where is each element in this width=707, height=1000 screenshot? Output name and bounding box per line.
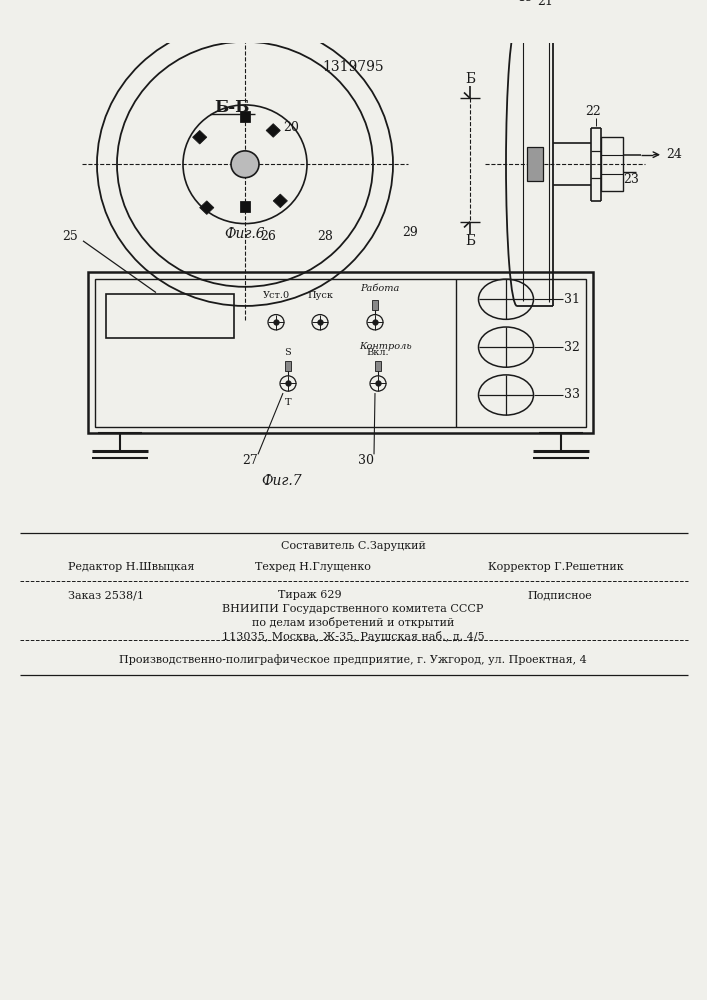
Text: Подписное: Подписное	[527, 590, 592, 600]
Text: 29: 29	[402, 226, 418, 239]
Text: по делам изобретений и открытий: по делам изобретений и открытий	[252, 617, 454, 628]
Text: Производственно-полиграфическое предприятие, г. Ужгород, ул. Проектная, 4: Производственно-полиграфическое предприя…	[119, 654, 587, 665]
Text: S: S	[285, 348, 291, 357]
Text: Редактор Н.Швыцкая: Редактор Н.Швыцкая	[68, 562, 194, 572]
Text: Тираж 629: Тираж 629	[278, 590, 341, 600]
Text: 24: 24	[666, 148, 682, 161]
Text: Фиг.7: Фиг.7	[262, 474, 303, 488]
Text: 21: 21	[537, 0, 553, 8]
Bar	[95, 279, 586, 427]
Bar	[375, 361, 381, 371]
Text: Корректор Г.Решетник: Корректор Г.Решетник	[488, 562, 624, 572]
Text: Б: Б	[465, 72, 475, 86]
Text: Пуск: Пуск	[307, 291, 333, 300]
Text: 26: 26	[260, 230, 276, 243]
Text: 33: 33	[564, 388, 580, 401]
Text: ВНИИПИ Государственного комитета СССР: ВНИИПИ Государственного комитета СССР	[222, 604, 484, 614]
Text: 1319795: 1319795	[322, 60, 384, 74]
Bar	[240, 201, 250, 212]
Text: 25: 25	[62, 230, 78, 243]
Bar	[372, 300, 378, 310]
Text: T: T	[285, 398, 291, 407]
Text: Фиг.6: Фиг.6	[225, 227, 265, 241]
Bar	[527, 147, 543, 181]
Text: 20: 20	[283, 121, 299, 134]
Text: 113035, Москва, Ж-35, Раушская наб., д. 4/5: 113035, Москва, Ж-35, Раушская наб., д. …	[222, 631, 484, 642]
Bar	[88, 272, 593, 433]
Text: Работа: Работа	[361, 284, 399, 293]
Bar	[240, 111, 250, 122]
Text: Б: Б	[465, 234, 475, 248]
Bar	[192, 130, 206, 144]
Text: Б-Б: Б-Б	[214, 99, 250, 116]
Bar	[266, 124, 280, 137]
Bar	[601, 137, 623, 191]
Text: 23: 23	[623, 173, 639, 186]
Text: Вкл.: Вкл.	[367, 348, 390, 357]
Text: 27: 27	[242, 454, 258, 467]
Text: Составитель С.Заруцкий: Составитель С.Заруцкий	[281, 541, 426, 551]
Text: Контроль: Контроль	[358, 342, 411, 351]
Bar	[285, 361, 291, 371]
Bar	[199, 201, 214, 214]
Text: 31: 31	[564, 293, 580, 306]
Bar	[106, 294, 234, 338]
Text: Уст.0: Уст.0	[262, 291, 290, 300]
Text: 32: 32	[564, 341, 580, 354]
Text: 22: 22	[585, 105, 601, 118]
Text: 30: 30	[358, 454, 374, 467]
Text: Техред Н.Глущенко: Техред Н.Глущенко	[255, 562, 371, 572]
Ellipse shape	[231, 151, 259, 178]
Bar	[273, 194, 287, 208]
Text: 28: 28	[317, 230, 333, 243]
Text: 19: 19	[517, 0, 533, 4]
Text: Заказ 2538/1: Заказ 2538/1	[68, 590, 144, 600]
